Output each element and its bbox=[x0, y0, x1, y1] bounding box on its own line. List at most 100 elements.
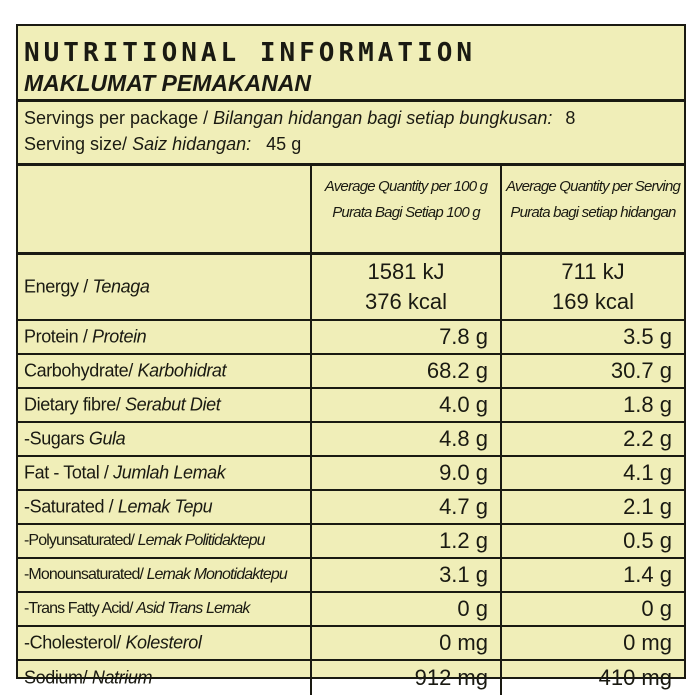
nutrient-label: -Sugars Gula bbox=[24, 429, 126, 450]
nutrient-per-serving-cell: 0 g bbox=[502, 593, 684, 625]
nutrient-label: -Saturated / Lemak Tepu bbox=[24, 496, 213, 518]
nutrient-label-malay: Natrium bbox=[91, 667, 153, 688]
nutrient-per-100g-cell: 3.1 g bbox=[312, 559, 502, 591]
nutrient-label-en: -Saturated / bbox=[24, 496, 114, 517]
nutrient-per-100g-cell: 4.0 g bbox=[312, 389, 502, 421]
header-per-100g: Average Quantity per 100 g Purata Bagi S… bbox=[312, 166, 502, 252]
nutrient-per-serving: 2.1 g bbox=[623, 494, 672, 519]
table-row: Dietary fibre/ Serabut Diet 4.0 g 1.8 g bbox=[18, 389, 684, 423]
table-row: -Sugars Gula 4.8 g 2.2 g bbox=[18, 423, 684, 457]
servings-label: Servings per package / bbox=[24, 108, 209, 128]
nutrient-per-100g: 3.1 g bbox=[439, 562, 488, 587]
nutrient-label-malay: Karbohidrat bbox=[137, 360, 227, 381]
nutrient-per-serving-cell: 2.2 g bbox=[502, 423, 684, 455]
label-header: NUTRITIONAL INFORMATION MAKLUMAT PEMAKAN… bbox=[18, 26, 684, 102]
serving-info: Servings per package / Bilangan hidangan… bbox=[18, 102, 684, 166]
nutrient-per-serving-cell: 1.8 g bbox=[502, 389, 684, 421]
nutrient-label: Sodium/ Natrium bbox=[24, 668, 152, 689]
nutrient-per-100g-cell: 4.7 g bbox=[312, 491, 502, 523]
nutrient-label-cell: -Monounsaturated/ Lemak Monotidaktepu bbox=[18, 559, 312, 591]
nutrient-label-cell: -Polyunsaturated/ Lemak Politidaktepu bbox=[18, 525, 312, 557]
nutrient-per-serving-cell: 0.5 g bbox=[502, 525, 684, 557]
nutrient-per-serving: 0 mg bbox=[623, 630, 672, 655]
per-100g-heading-malay: Purata Bagi Setiap 100 g bbox=[332, 204, 480, 221]
nutrient-label: -Monounsaturated/ Lemak Monotidaktepu bbox=[24, 566, 288, 584]
servings-per-package: Servings per package / Bilangan hidangan… bbox=[24, 108, 575, 129]
nutrient-per-100g: 912 mg bbox=[414, 665, 488, 690]
nutrient-per-100g: 68.2 g bbox=[426, 358, 488, 383]
nutrient-per-serving-cell: 1.4 g bbox=[502, 559, 684, 591]
per-serving-heading-malay: Purata bagi setiap hidangan bbox=[510, 204, 676, 221]
table-row: Sodium/ Natrium 912 mg 410 mg bbox=[18, 661, 684, 695]
nutrient-per-100g: 4.7 g bbox=[439, 494, 488, 519]
nutrient-label: Carbohydrate/ Karbohidrat bbox=[24, 360, 227, 382]
nutrient-per-serving-cell: 30.7 g bbox=[502, 355, 684, 387]
nutrient-label-en: Protein / bbox=[24, 326, 88, 347]
energy-label-cell: Energy / Tenaga bbox=[18, 255, 312, 319]
nutrient-per-100g: 0 g bbox=[457, 596, 488, 621]
per-100g-heading: Average Quantity per 100 g bbox=[324, 178, 488, 195]
table-row: Carbohydrate/ Karbohidrat 68.2 g 30.7 g bbox=[18, 355, 684, 389]
serving-size: Serving size/ Saiz hidangan: 45 g bbox=[24, 134, 301, 155]
nutrient-label-cell: -Sugars Gula bbox=[18, 423, 312, 455]
nutrient-per-100g-cell: 7.8 g bbox=[312, 321, 502, 353]
header-blank-cell bbox=[18, 166, 312, 252]
serving-size-value: 45 g bbox=[266, 134, 302, 154]
nutrient-per-100g-cell: 1.2 g bbox=[312, 525, 502, 557]
nutrient-per-serving: 0.5 g bbox=[623, 528, 672, 553]
table-row: -Polyunsaturated/ Lemak Politidaktepu 1.2… bbox=[18, 525, 684, 559]
nutrient-per-100g: 7.8 g bbox=[439, 324, 488, 349]
nutrient-label: -Cholesterol/ Kolesterol bbox=[24, 633, 202, 654]
nutrient-per-100g: 1.2 g bbox=[439, 528, 488, 553]
energy-per-100g-cell: 1581 kJ 376 kcal bbox=[312, 255, 502, 319]
nutrient-label: Protein / Protein bbox=[24, 326, 147, 348]
nutrient-label-malay: Serabut Diet bbox=[125, 394, 221, 415]
per-serving-heading: Average Quantity per Serving bbox=[505, 178, 681, 195]
nutrient-per-100g: 9.0 g bbox=[439, 460, 488, 485]
nutrient-label-en: Carbohydrate/ bbox=[24, 360, 133, 381]
energy-row: Energy / Tenaga 1581 kJ 376 kcal 711 kJ … bbox=[18, 255, 684, 321]
table-row: Fat - Total / Jumlah Lemak 9.0 g 4.1 g bbox=[18, 457, 684, 491]
nutrient-label-en: Fat - Total / bbox=[24, 462, 109, 483]
nutrient-per-serving-cell: 2.1 g bbox=[502, 491, 684, 523]
nutrient-label-en: Dietary fibre/ bbox=[24, 394, 121, 415]
nutrient-per-100g: 4.0 g bbox=[439, 392, 488, 417]
nutrient-label-cell: Carbohydrate/ Karbohidrat bbox=[18, 355, 312, 387]
nutrient-label-malay: Lemak Monotidaktepu bbox=[146, 566, 288, 583]
nutrient-label-cell: Protein / Protein bbox=[18, 321, 312, 353]
servings-label-malay: Bilangan hidangan bagi setiap bungkusan: bbox=[213, 108, 553, 128]
table-row: -Monounsaturated/ Lemak Monotidaktepu 3.1… bbox=[18, 559, 684, 593]
nutrient-label-en: -Polyunsaturated/ bbox=[24, 532, 135, 549]
nutrient-per-serving: 3.5 g bbox=[623, 324, 672, 349]
nutrient-per-100g-cell: 9.0 g bbox=[312, 457, 502, 489]
nutrient-label-malay: Protein bbox=[92, 326, 147, 347]
nutrient-label-en: -Trans Fatty Acid/ bbox=[24, 600, 133, 617]
table-row: Protein / Protein 7.8 g 3.5 g bbox=[18, 321, 684, 355]
nutrient-per-100g-cell: 0 mg bbox=[312, 627, 502, 659]
header-per-serving: Average Quantity per Serving Purata bagi… bbox=[502, 166, 684, 252]
nutrient-per-serving-cell: 3.5 g bbox=[502, 321, 684, 353]
nutrient-label-cell: -Cholesterol/ Kolesterol bbox=[18, 627, 312, 659]
nutrient-per-serving: 0 g bbox=[641, 596, 672, 621]
energy-label-en: Energy / bbox=[24, 276, 88, 297]
nutrient-per-100g: 4.8 g bbox=[439, 426, 488, 451]
nutrient-label-cell: Dietary fibre/ Serabut Diet bbox=[18, 389, 312, 421]
nutrient-per-serving: 410 mg bbox=[598, 665, 672, 690]
nutrient-label-en: -Cholesterol/ bbox=[24, 632, 121, 653]
serving-size-label-malay: Saiz hidangan: bbox=[132, 134, 252, 154]
nutrition-label: NUTRITIONAL INFORMATION MAKLUMAT PEMAKAN… bbox=[16, 24, 686, 695]
table-row: -Trans Fatty Acid/ Asid Trans Lemak 0 g 0 … bbox=[18, 593, 684, 627]
nutrient-label-cell: -Trans Fatty Acid/ Asid Trans Lemak bbox=[18, 593, 312, 625]
nutrient-per-serving: 1.8 g bbox=[623, 392, 672, 417]
nutrient-per-serving: 30.7 g bbox=[610, 358, 672, 383]
nutrient-label-malay: Lemak Politidaktepu bbox=[137, 532, 266, 549]
nutrient-per-100g-cell: 912 mg bbox=[312, 661, 502, 695]
nutrient-per-100g: 0 mg bbox=[439, 630, 488, 655]
title-malay: MAKLUMAT PEMAKANAN bbox=[24, 70, 312, 96]
table-row: -Saturated / Lemak Tepu 4.7 g 2.1 g bbox=[18, 491, 684, 525]
nutrient-per-100g-cell: 68.2 g bbox=[312, 355, 502, 387]
nutrient-per-serving-cell: 410 mg bbox=[502, 661, 684, 695]
nutrient-per-serving: 4.1 g bbox=[623, 460, 672, 485]
nutrient-label: Dietary fibre/ Serabut Diet bbox=[24, 394, 221, 416]
nutrient-label-en: -Monounsaturated/ bbox=[24, 566, 144, 583]
